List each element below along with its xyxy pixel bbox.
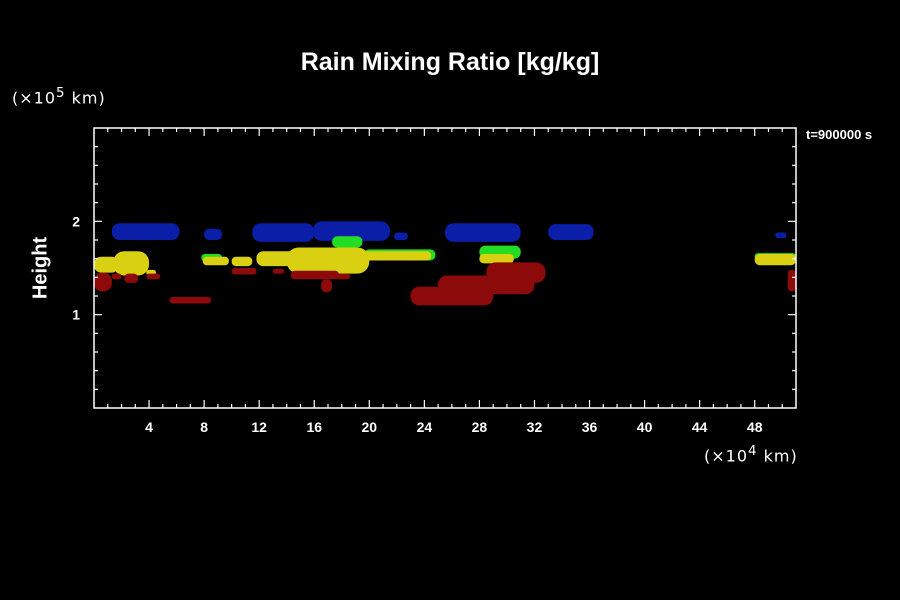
region-yellow-19 [286, 247, 370, 274]
region-red-27 [169, 296, 211, 304]
y-unit-exponent: 5 [56, 86, 66, 101]
region-yellow-22 [754, 254, 796, 266]
region-red-26 [146, 273, 161, 280]
region-yellow-21 [479, 254, 514, 264]
region-blue-7 [775, 232, 787, 239]
data-regions [94, 221, 796, 306]
x-tick-label: 48 [747, 419, 763, 435]
region-red-24 [111, 273, 122, 280]
region-red-32 [336, 273, 351, 280]
x-tick-label: 20 [362, 419, 378, 435]
region-red-25 [124, 273, 139, 283]
region-yellow-13 [94, 256, 119, 273]
x-tick-label: 8 [200, 419, 208, 435]
region-red-23 [94, 272, 112, 292]
y-tick-label: 2 [72, 213, 80, 229]
x-tick-label: 32 [527, 419, 543, 435]
x-tick-label: 16 [306, 419, 322, 435]
region-red-28 [231, 268, 257, 275]
region-blue-5 [445, 223, 521, 242]
x-tick-label: 44 [692, 419, 708, 435]
x-tick-label: 12 [251, 419, 267, 435]
y-tick-label: 1 [72, 307, 80, 323]
x-tick-label: 24 [417, 419, 433, 435]
x-tick-label: 4 [145, 419, 153, 435]
plot-frame [93, 127, 797, 409]
y-axis-unit: (×105 km) [12, 86, 106, 108]
region-red-30 [290, 270, 340, 280]
region-blue-6 [548, 224, 594, 240]
x-axis-unit: (×104 km) [704, 444, 798, 466]
x-tick-label: 36 [582, 419, 598, 435]
region-yellow-14 [113, 251, 150, 276]
region-yellow-16 [202, 256, 229, 266]
region-blue-2 [252, 223, 315, 242]
region-blue-4 [394, 232, 408, 240]
time-label: t=900000 s [806, 127, 873, 142]
region-yellow-20 [362, 251, 432, 261]
region-red-36 [787, 269, 796, 292]
region-red-35 [486, 262, 546, 283]
region-yellow-17 [231, 256, 253, 267]
x-tick-label: 40 [637, 419, 653, 435]
region-blue-3 [312, 221, 390, 241]
x-tick-label: 28 [472, 419, 488, 435]
x-unit-exponent: 4 [748, 444, 758, 459]
region-blue-0 [111, 223, 180, 240]
region-red-31 [321, 279, 333, 293]
chart-title: Rain Mixing Ratio [kg/kg] [300, 48, 600, 76]
region-green-8 [332, 236, 363, 248]
region-blue-1 [204, 228, 223, 240]
region-red-29 [272, 268, 284, 274]
